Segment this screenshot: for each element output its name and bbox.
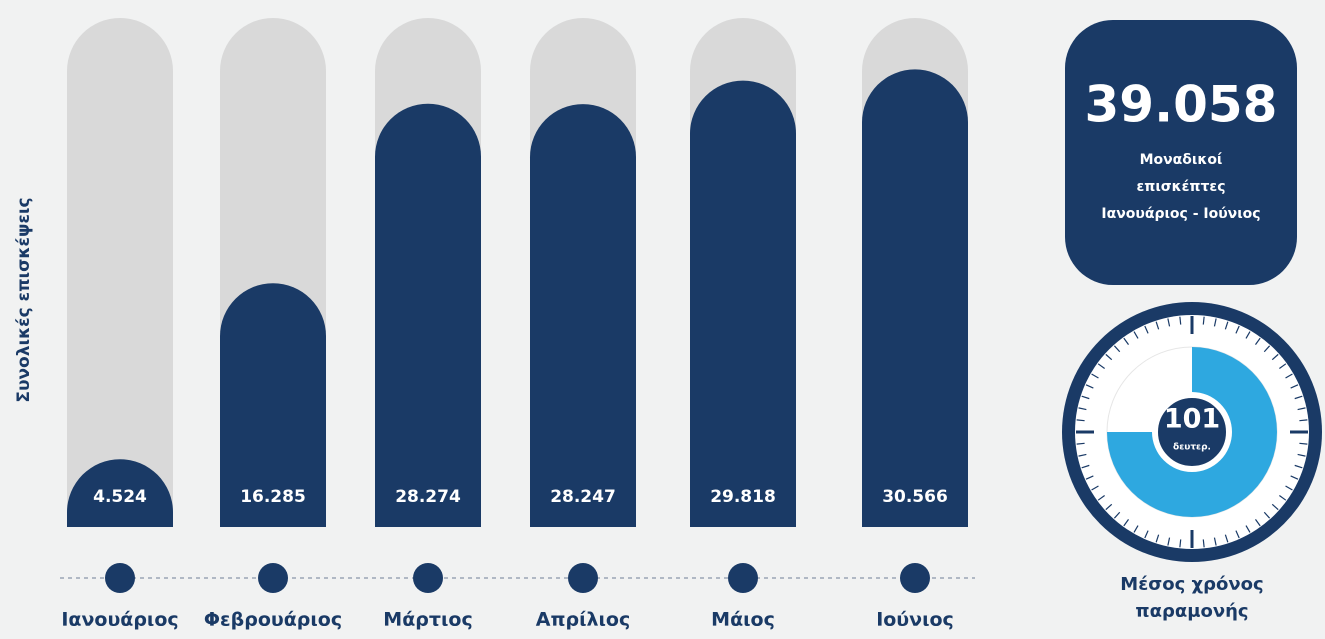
timer-tick (1294, 464, 1303, 469)
timeline-dot (413, 563, 443, 593)
timer-tick (1202, 316, 1205, 325)
timer-tick (1279, 494, 1287, 501)
time-unit: δευτερ. (1173, 443, 1211, 453)
timer-tick (1097, 494, 1105, 501)
timer-tick (1113, 511, 1121, 519)
x-tick-label: Μάιος (711, 609, 775, 631)
timer-tick (1279, 363, 1287, 370)
timer-arc (1107, 347, 1277, 517)
timer-tick (1081, 464, 1090, 469)
visitors-line: Ιανουάριος - Ιούνιος (1101, 206, 1260, 222)
bar (67, 459, 173, 527)
timer-tick (1105, 503, 1113, 511)
timer-tick (1097, 363, 1105, 370)
timer-tick (1224, 321, 1229, 330)
timer-tick (1213, 318, 1217, 327)
time-line: Μέσος χρόνος (1120, 574, 1263, 595)
timer-tick (1263, 345, 1271, 353)
timer (1062, 302, 1322, 562)
bar (690, 80, 796, 527)
timer-tick (1076, 442, 1085, 445)
timeline-dot (258, 563, 288, 593)
timer-center (1154, 394, 1230, 470)
y-axis-label: Συνολικές επισκέψεις (14, 197, 34, 402)
timer-tick (1133, 525, 1139, 533)
visitors-line: Μοναδικοί (1140, 152, 1223, 168)
timer-tick (1081, 395, 1090, 400)
timer-tick (1179, 316, 1182, 325)
value-label: 28.247 (550, 487, 616, 507)
timer-tick (1299, 419, 1308, 422)
visitors-panel (1065, 20, 1297, 285)
timer-tick (1105, 353, 1113, 361)
value-label: 29.818 (710, 487, 776, 507)
timer-tick (1285, 373, 1293, 379)
timer-tick (1078, 453, 1087, 457)
timeline-dot (728, 563, 758, 593)
x-tick-label: Απρίλιος (536, 609, 630, 631)
time-value: 101 (1164, 404, 1220, 435)
timer-tick (1133, 331, 1139, 339)
timer-tick (1085, 475, 1094, 480)
value-label: 16.285 (240, 487, 306, 507)
timer-tick (1078, 407, 1087, 411)
timer-tick (1294, 395, 1303, 400)
timer-tick (1235, 325, 1240, 334)
bar (530, 104, 636, 528)
timer-tick (1113, 345, 1121, 353)
timeline-dot (105, 563, 135, 593)
timer-tick (1271, 353, 1279, 361)
timer-tick (1299, 442, 1308, 445)
timer-tick (1085, 384, 1094, 389)
timer-tick (1123, 519, 1130, 527)
timer-tick (1290, 384, 1299, 389)
x-tick-label: Μάρτιος (383, 609, 472, 631)
visitors-line: επισκέπτες (1136, 179, 1225, 195)
timer-tick (1144, 530, 1149, 539)
time-line: παραμονής (1135, 601, 1248, 622)
x-tick-label: Ιανουάριος (61, 609, 178, 631)
bar-track (67, 18, 173, 527)
timer-tick (1290, 475, 1299, 480)
timeline-dot (568, 563, 598, 593)
timer-tick (1285, 485, 1293, 491)
x-tick-label: Ιούνιος (876, 609, 954, 631)
value-label: 4.524 (93, 487, 147, 507)
timer-tick (1144, 325, 1149, 334)
timer-tick (1167, 537, 1171, 546)
timer-tick (1245, 525, 1251, 533)
timer-tick (1202, 539, 1205, 548)
timer-tick (1254, 519, 1261, 527)
timer-tick (1167, 318, 1171, 327)
timer-tick (1254, 337, 1261, 345)
bar (220, 283, 326, 527)
bar (375, 103, 481, 528)
timer-tick (1091, 373, 1099, 379)
value-label: 28.274 (395, 487, 461, 507)
timer-tick (1297, 407, 1306, 411)
timer-tick (1245, 331, 1251, 339)
value-label: 30.566 (882, 487, 948, 507)
x-tick-label: Φεβρουάριος (204, 609, 342, 631)
timer-tick (1224, 534, 1229, 543)
timeline-dot (900, 563, 930, 593)
timer-tick (1179, 539, 1182, 548)
timer-tick (1235, 530, 1240, 539)
timer-tick (1297, 453, 1306, 457)
timer-tick (1123, 337, 1130, 345)
timer-tick (1091, 485, 1099, 491)
timer-tick (1263, 511, 1271, 519)
timer-tick (1076, 419, 1085, 422)
timer-tick (1155, 534, 1160, 543)
timer-tick (1213, 537, 1217, 546)
timer-tick (1155, 321, 1160, 330)
visitors-value: 39.058 (1085, 76, 1278, 134)
bar (862, 69, 968, 527)
timer-tick (1271, 503, 1279, 511)
